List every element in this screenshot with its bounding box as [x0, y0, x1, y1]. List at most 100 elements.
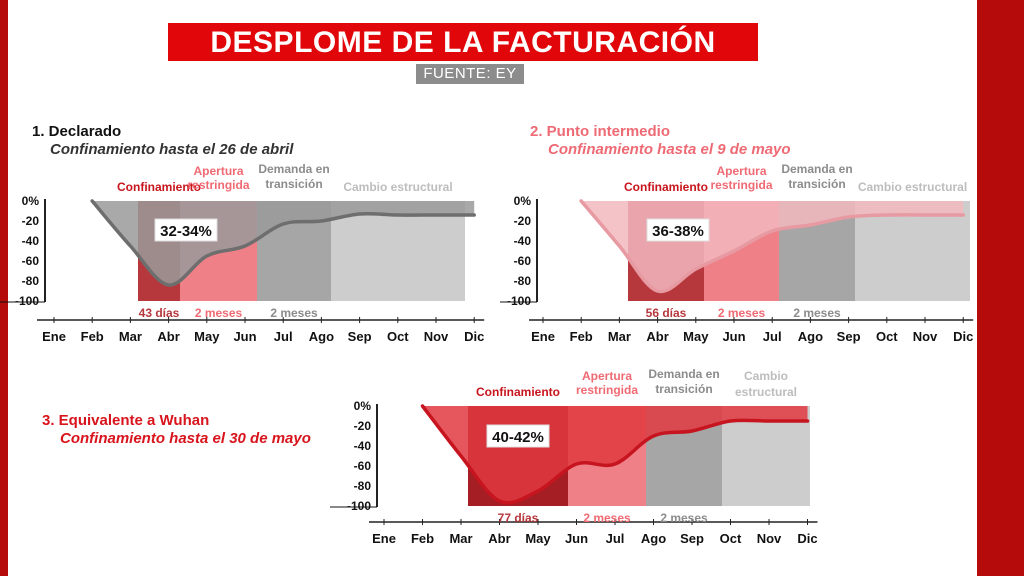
- x-tick-label: Dic: [797, 531, 817, 546]
- phase-label-structural: Cambio estructural: [343, 180, 452, 194]
- x-tick-label: Ago: [641, 531, 666, 546]
- x-tick-label: Oct: [387, 329, 409, 344]
- y-tick-label: -100: [347, 499, 371, 513]
- phase-label-restricted-1: Apertura: [716, 164, 766, 178]
- left-edge-bar: [0, 0, 8, 576]
- phase-label-transition-2: transición: [655, 382, 712, 396]
- phase-label-confinement: Confinamiento: [476, 385, 560, 399]
- phase-label-restricted-1: Apertura: [582, 369, 632, 383]
- x-tick-label: Jul: [763, 329, 782, 344]
- x-tick-label: Ene: [372, 531, 396, 546]
- x-tick-label: Nov: [424, 329, 449, 344]
- duration-label: 56 días: [646, 306, 687, 320]
- phase-label-transition-1: Demanda en: [258, 162, 329, 176]
- x-tick-label: Jul: [606, 531, 625, 546]
- x-tick-label: Nov: [757, 531, 782, 546]
- phase-label-restricted-2: restringida: [710, 178, 772, 192]
- x-tick-label: Ene: [42, 329, 66, 344]
- x-tick-label: Feb: [81, 329, 104, 344]
- scenario-2-heading: 2. Punto intermedio Confinamiento hasta …: [530, 123, 791, 159]
- scenario-3-heading: 3. Equivalente a Wuhan Confinamiento has…: [42, 412, 311, 448]
- y-tick-label: -20: [514, 214, 532, 228]
- phase-label-restricted-1: Apertura: [193, 164, 243, 178]
- y-tick-label: 0%: [514, 194, 532, 208]
- scenario-3-title: 3. Equivalente a Wuhan: [42, 412, 210, 429]
- y-tick-label: -60: [22, 254, 40, 268]
- duration-label: 43 días: [139, 306, 180, 320]
- scenario-2-subtitle: Confinamiento hasta el 9 de mayo: [548, 141, 791, 158]
- scenario-2-structural-band: [855, 201, 970, 301]
- drop-annotation-box: [154, 218, 218, 242]
- x-tick-label: Sep: [837, 329, 861, 344]
- scenario-3-line: [420, 404, 810, 505]
- x-tick-label: Jul: [274, 329, 293, 344]
- phase-label-transition-2: transición: [265, 177, 322, 191]
- x-tick-label: Ene: [531, 329, 555, 344]
- y-tick-label: -40: [354, 439, 372, 453]
- x-tick-label: Dic: [464, 329, 484, 344]
- y-tick-label: 0%: [22, 194, 40, 208]
- drop-annotation-label: 40-42%: [492, 429, 544, 446]
- scenario-1-line: [90, 199, 476, 287]
- scenario-1-subtitle: Confinamiento hasta el 26 de abril: [50, 141, 294, 158]
- x-tick-label: Mar: [608, 329, 631, 344]
- x-tick-label: May: [525, 531, 551, 546]
- x-tick-label: Feb: [411, 531, 434, 546]
- drop-annotation-label: 32-34%: [160, 223, 212, 240]
- y-tick-label: -60: [354, 459, 372, 473]
- duration-label: 2 meses: [793, 306, 841, 320]
- y-tick-label: -40: [22, 234, 40, 248]
- source-badge: FUENTE: EY: [416, 64, 524, 84]
- y-tick-label: -80: [514, 274, 532, 288]
- scenario-3-subtitle: Confinamiento hasta el 30 de mayo: [60, 430, 311, 447]
- phase-label-confinement: Confinamiento: [117, 180, 201, 194]
- phase-label-transition-1: Demanda en: [781, 162, 852, 176]
- x-tick-label: Jun: [233, 329, 256, 344]
- duration-label: 2 meses: [583, 511, 631, 525]
- y-tick-label: -40: [514, 234, 532, 248]
- phase-label-confinement: Confinamiento: [624, 180, 708, 194]
- duration-label: 2 meses: [660, 511, 708, 525]
- page-title: DESPLOME DE LA FACTURACIÓN: [168, 23, 758, 61]
- x-tick-label: Mar: [449, 531, 472, 546]
- phase-label-structural: Cambio estructural: [858, 180, 967, 194]
- x-tick-label: Oct: [876, 329, 898, 344]
- y-tick-label: -100: [507, 294, 531, 308]
- x-tick-label: Dic: [953, 329, 973, 344]
- x-tick-label: Mar: [119, 329, 142, 344]
- y-tick-label: -20: [22, 214, 40, 228]
- x-tick-label: Abr: [488, 531, 510, 546]
- phase-label-restricted-2: restringida: [576, 383, 638, 397]
- y-tick-label: -80: [354, 479, 372, 493]
- x-tick-label: Jun: [722, 329, 745, 344]
- y-tick-label: -100: [15, 294, 39, 308]
- phase-label-structural-1: Cambio: [744, 369, 788, 383]
- drop-annotation-label: 36-38%: [652, 223, 704, 240]
- x-tick-label: May: [683, 329, 709, 344]
- x-tick-label: May: [194, 329, 220, 344]
- drop-annotation-box: [486, 424, 550, 448]
- x-tick-label: Nov: [913, 329, 938, 344]
- phase-label-transition-2: transición: [788, 177, 845, 191]
- scenario-3-chart: 0% -20 -40 -60 -80 -100 Ene Feb Mar Abr May Jun Jul A…: [330, 367, 818, 546]
- duration-label: 77 días: [498, 511, 539, 525]
- y-tick-label: -80: [22, 274, 40, 288]
- duration-label: 2 meses: [195, 306, 243, 320]
- y-tick-label: -60: [514, 254, 532, 268]
- x-tick-label: Jun: [565, 531, 588, 546]
- x-tick-label: Oct: [720, 531, 742, 546]
- x-tick-label: Ago: [798, 329, 823, 344]
- right-edge-bar: [977, 0, 1024, 576]
- scenario-1-chart: 0% -20 -40 -60 -80 -100 Ene Feb Mar Abr May Jun Jul A…: [0, 162, 484, 344]
- scenario-1-structural-band: [331, 201, 465, 301]
- phase-label-restricted-2: restringida: [187, 178, 249, 192]
- scenario-2-title: 2. Punto intermedio: [530, 123, 671, 140]
- phase-label-structural-2: estructural: [735, 385, 797, 399]
- phase-label-transition-1: Demanda en: [648, 367, 719, 381]
- x-tick-label: Feb: [570, 329, 593, 344]
- x-tick-label: Ago: [309, 329, 334, 344]
- x-tick-label: Sep: [680, 531, 704, 546]
- scenario-1-heading: 1. Declarado Confinamiento hasta el 26 d…: [32, 123, 293, 159]
- scenario-1-title: 1. Declarado: [32, 123, 122, 140]
- y-tick-label: 0%: [354, 399, 372, 413]
